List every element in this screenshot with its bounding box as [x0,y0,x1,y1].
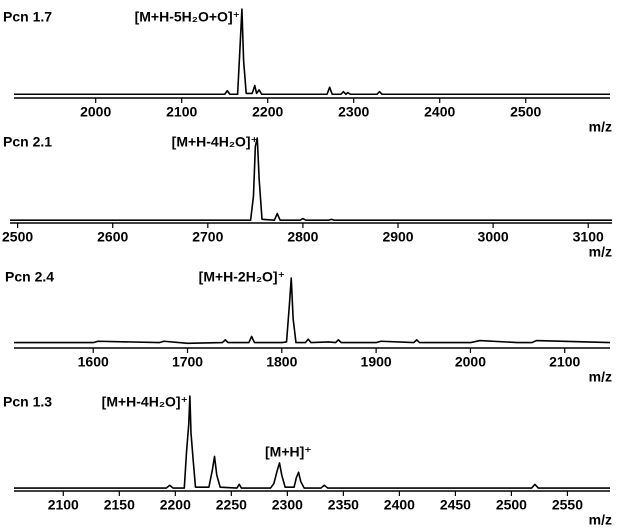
peak-annotation: [M+H-4H₂O]⁺ [102,394,188,410]
panel-title: Pcn 1.7 [3,9,52,25]
x-tick-label: 2150 [104,497,135,513]
spectrum-line [10,137,612,221]
x-axis-label: m/z [589,512,612,528]
spectrum-line [14,395,610,489]
x-tick-label: 2000 [80,104,111,120]
x-tick-label: 3100 [573,229,604,245]
x-tick-label: 2100 [549,354,580,370]
peak-annotation: [M+H-4H₂O]⁺ [172,134,258,150]
x-axis-label: m/z [589,119,612,135]
panel-title: Pcn 2.4 [5,269,54,285]
x-tick-label: 1900 [361,354,392,370]
x-tick-label: 3000 [478,229,509,245]
x-tick-label: 2600 [97,229,128,245]
x-tick-label: 2500 [2,229,33,245]
peak-annotation: [M+H]⁺ [265,444,312,460]
x-tick-label: 1800 [266,354,297,370]
spectrum-line [14,8,610,96]
x-tick-label: 2100 [166,104,197,120]
x-tick-label: 2400 [424,104,455,120]
x-tick-label: 2500 [510,104,541,120]
spectrum-line [14,277,611,345]
x-tick-label: 2350 [328,497,359,513]
x-tick-label: 2300 [338,104,369,120]
peak-annotation: [M+H-5H₂O+O]⁺ [135,9,240,25]
x-tick-label: 1600 [78,354,109,370]
x-tick-label: 2200 [160,497,191,513]
x-tick-label: 2900 [382,229,413,245]
x-tick-label: 2500 [496,497,527,513]
x-tick-label: 2400 [384,497,415,513]
peak-annotation: [M+H-2H₂O]⁺ [199,269,285,285]
panel-title: Pcn 1.3 [3,394,52,410]
x-tick-label: 2450 [440,497,471,513]
x-axis-label: m/z [589,369,612,385]
panel-title: Pcn 2.1 [3,134,52,150]
x-tick-label: 2800 [287,229,318,245]
x-tick-label: 2000 [455,354,486,370]
x-tick-label: 1700 [172,354,203,370]
x-tick-label: 2100 [48,497,79,513]
x-tick-label: 2300 [272,497,303,513]
x-tick-label: 2550 [552,497,583,513]
x-tick-label: 2700 [192,229,223,245]
x-tick-label: 2200 [252,104,283,120]
x-tick-label: 2250 [216,497,247,513]
x-axis-label: m/z [589,244,612,260]
